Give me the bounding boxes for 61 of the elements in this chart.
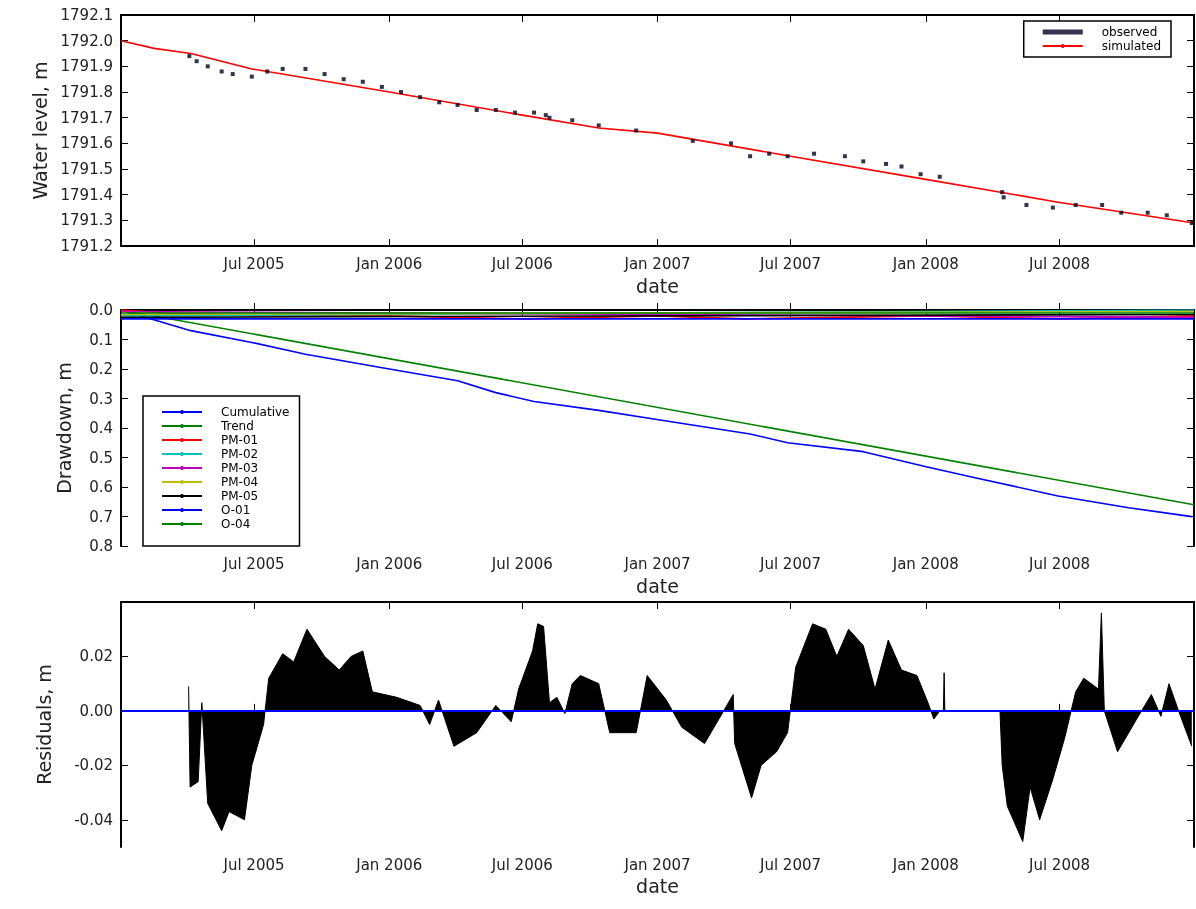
y-tick-label: 1791.2 xyxy=(60,237,113,256)
legend-label: PM-05 xyxy=(221,489,259,503)
x-axis-title: date xyxy=(636,574,679,597)
y-tick-label: 0.6 xyxy=(89,478,113,497)
x-tick-label: Jan 2006 xyxy=(355,855,423,874)
x-tick-label: Jul 2008 xyxy=(1027,554,1091,573)
y-tick-label: 1791.5 xyxy=(60,160,113,179)
y-axis-title: Drawdown, m xyxy=(52,362,75,494)
x-tick-label: Jan 2006 xyxy=(355,254,423,273)
y-tick-label: -0.02 xyxy=(74,756,113,775)
legend-label: PM-01 xyxy=(221,433,259,447)
y-tick-label: 1791.9 xyxy=(60,57,113,76)
x-tick-label: Jan 2008 xyxy=(891,254,959,273)
x-tick-label: Jan 2008 xyxy=(891,855,959,874)
legend-label: PM-04 xyxy=(221,475,259,489)
y-tick-label: 0.5 xyxy=(89,448,113,467)
legend-label: PM-03 xyxy=(221,461,259,475)
x-tick-label: Jul 2008 xyxy=(1027,855,1091,874)
y-tick-label: 0.2 xyxy=(89,360,113,379)
x-tick-label: Jul 2005 xyxy=(222,855,285,874)
y-tick-label: 0.00 xyxy=(79,701,113,720)
y-tick-label: 0.3 xyxy=(89,389,113,408)
x-tick-label: Jul 2008 xyxy=(1027,254,1091,273)
y-axis-title: Water level, m xyxy=(28,61,51,200)
x-tick-label: Jul 2006 xyxy=(490,855,553,874)
y-tick-label: 1791.3 xyxy=(60,211,113,230)
legend-label: observed xyxy=(1101,25,1158,39)
x-tick-label: Jul 2007 xyxy=(759,254,822,273)
legend-label: simulated xyxy=(1101,39,1162,53)
y-tick-label: 0.0 xyxy=(89,301,113,319)
x-axis-title: date xyxy=(636,875,679,898)
legend-label: Cumulative xyxy=(221,405,290,419)
y-tick-label: 0.8 xyxy=(89,537,113,556)
y-tick-label: 1792.0 xyxy=(60,31,113,50)
y-tick-label: 0.1 xyxy=(89,330,113,349)
x-tick-label: Jul 2006 xyxy=(490,254,553,273)
y-axis-title: Residuals, m xyxy=(32,664,55,785)
legend-label: O-01 xyxy=(221,503,251,517)
y-tick-label: 0.02 xyxy=(79,647,113,666)
x-tick-label: Jan 2006 xyxy=(355,554,423,573)
y-tick-label: 0.4 xyxy=(89,419,113,438)
y-tick-label: 1792.1 xyxy=(60,6,113,24)
x-tick-label: Jul 2007 xyxy=(759,855,822,874)
y-tick-label: 1791.4 xyxy=(60,185,113,204)
x-tick-label: Jan 2007 xyxy=(623,855,691,874)
y-tick-label: -0.04 xyxy=(74,810,113,829)
y-tick-label: 0.7 xyxy=(89,507,113,526)
x-tick-label: Jan 2007 xyxy=(623,254,691,273)
x-tick-label: Jan 2008 xyxy=(891,554,959,573)
x-tick-label: Jan 2007 xyxy=(623,554,691,573)
y-tick-label: 1791.8 xyxy=(60,83,113,102)
x-tick-label: Jul 2007 xyxy=(759,554,822,573)
x-tick-label: Jul 2006 xyxy=(490,554,553,573)
x-axis-title: date xyxy=(636,274,679,297)
legend-label: Trend xyxy=(220,419,254,433)
y-tick-label: 1791.6 xyxy=(60,134,113,153)
legend-label: PM-02 xyxy=(221,447,259,461)
x-tick-label: Jul 2005 xyxy=(222,554,285,573)
y-tick-label: 1791.7 xyxy=(60,108,113,127)
x-tick-label: Jul 2005 xyxy=(222,254,285,273)
legend-label: O-04 xyxy=(221,517,251,531)
